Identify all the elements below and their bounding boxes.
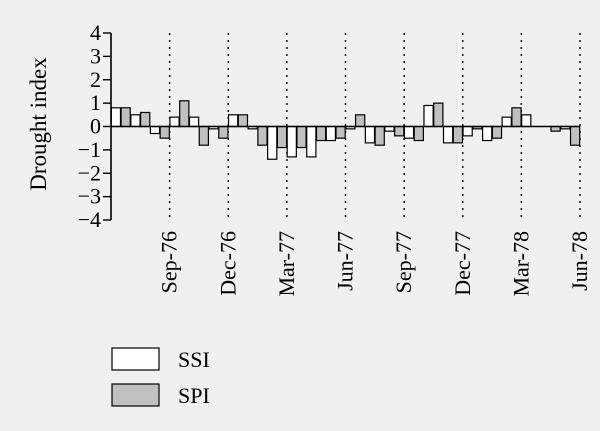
x-tick-label: Jun-78 [567, 231, 592, 291]
y-tick-label: 4 [90, 20, 101, 45]
bar-ssi [462, 125, 473, 137]
bar-ssi [267, 125, 278, 160]
y-axis-title: Drought index [26, 57, 51, 191]
y-tick-label: −1 [78, 137, 101, 162]
x-tick-label: Dec-76 [215, 231, 240, 296]
bar-spi [394, 125, 405, 137]
x-tick-label: Sep-77 [391, 231, 416, 293]
bar-spi [374, 125, 385, 146]
bar-spi [511, 107, 522, 128]
bar-spi [433, 102, 444, 128]
bar-spi [569, 125, 581, 146]
bar-spi [140, 111, 151, 128]
bar-ssi [423, 104, 434, 128]
y-tick-label: 3 [90, 43, 101, 68]
y-tick-label: 1 [90, 90, 101, 115]
x-tick-label: Mar-77 [274, 231, 299, 297]
legend-spi-label: SPI [178, 383, 210, 408]
bar-ssi [364, 125, 376, 144]
legend-ssi-swatch [111, 347, 160, 371]
y-tick-label: −2 [78, 160, 101, 185]
bar-ssi [501, 116, 512, 128]
bars [110, 100, 581, 160]
bar-spi [159, 125, 170, 139]
grid-lines [168, 33, 581, 220]
bar-ssi [110, 107, 122, 128]
bar-spi [198, 125, 210, 146]
x-tick-label: Mar-78 [508, 231, 533, 297]
x-tick-label: Sep-76 [157, 231, 182, 293]
y-tick-label: 0 [90, 114, 101, 139]
bar-ssi [286, 125, 297, 158]
bar-spi [218, 125, 229, 139]
y-tick-label: −4 [78, 207, 101, 232]
bar-ssi [403, 125, 415, 139]
bar-ssi [169, 116, 180, 128]
x-tick-label: Dec-77 [450, 231, 475, 296]
bar-spi [276, 125, 288, 149]
bar-spi [237, 114, 249, 128]
bar-spi [296, 125, 307, 149]
y-tick-label: 2 [90, 67, 101, 92]
bar-ssi [442, 125, 454, 144]
bar-spi [335, 125, 346, 139]
legend: SSI SPI [111, 347, 210, 408]
x-tick-label: Jun-77 [333, 231, 358, 291]
bar-ssi [521, 114, 532, 128]
bar-ssi [188, 116, 200, 128]
bar-spi [354, 114, 366, 128]
bar-spi [257, 125, 268, 146]
legend-ssi-label: SSI [178, 347, 210, 372]
bar-spi [179, 100, 190, 128]
bar-ssi [227, 114, 239, 128]
bar-ssi [306, 125, 317, 158]
bar-spi [452, 125, 464, 144]
legend-spi-swatch [111, 383, 160, 407]
bar-spi [413, 125, 424, 142]
bar-ssi [481, 125, 493, 142]
bar-ssi [130, 114, 141, 128]
bar-spi [315, 125, 327, 142]
bar-ssi [149, 125, 161, 135]
bar-spi [491, 125, 503, 139]
bar-spi [120, 107, 131, 128]
bar-ssi [325, 125, 337, 142]
y-tick-label: −3 [78, 184, 101, 209]
